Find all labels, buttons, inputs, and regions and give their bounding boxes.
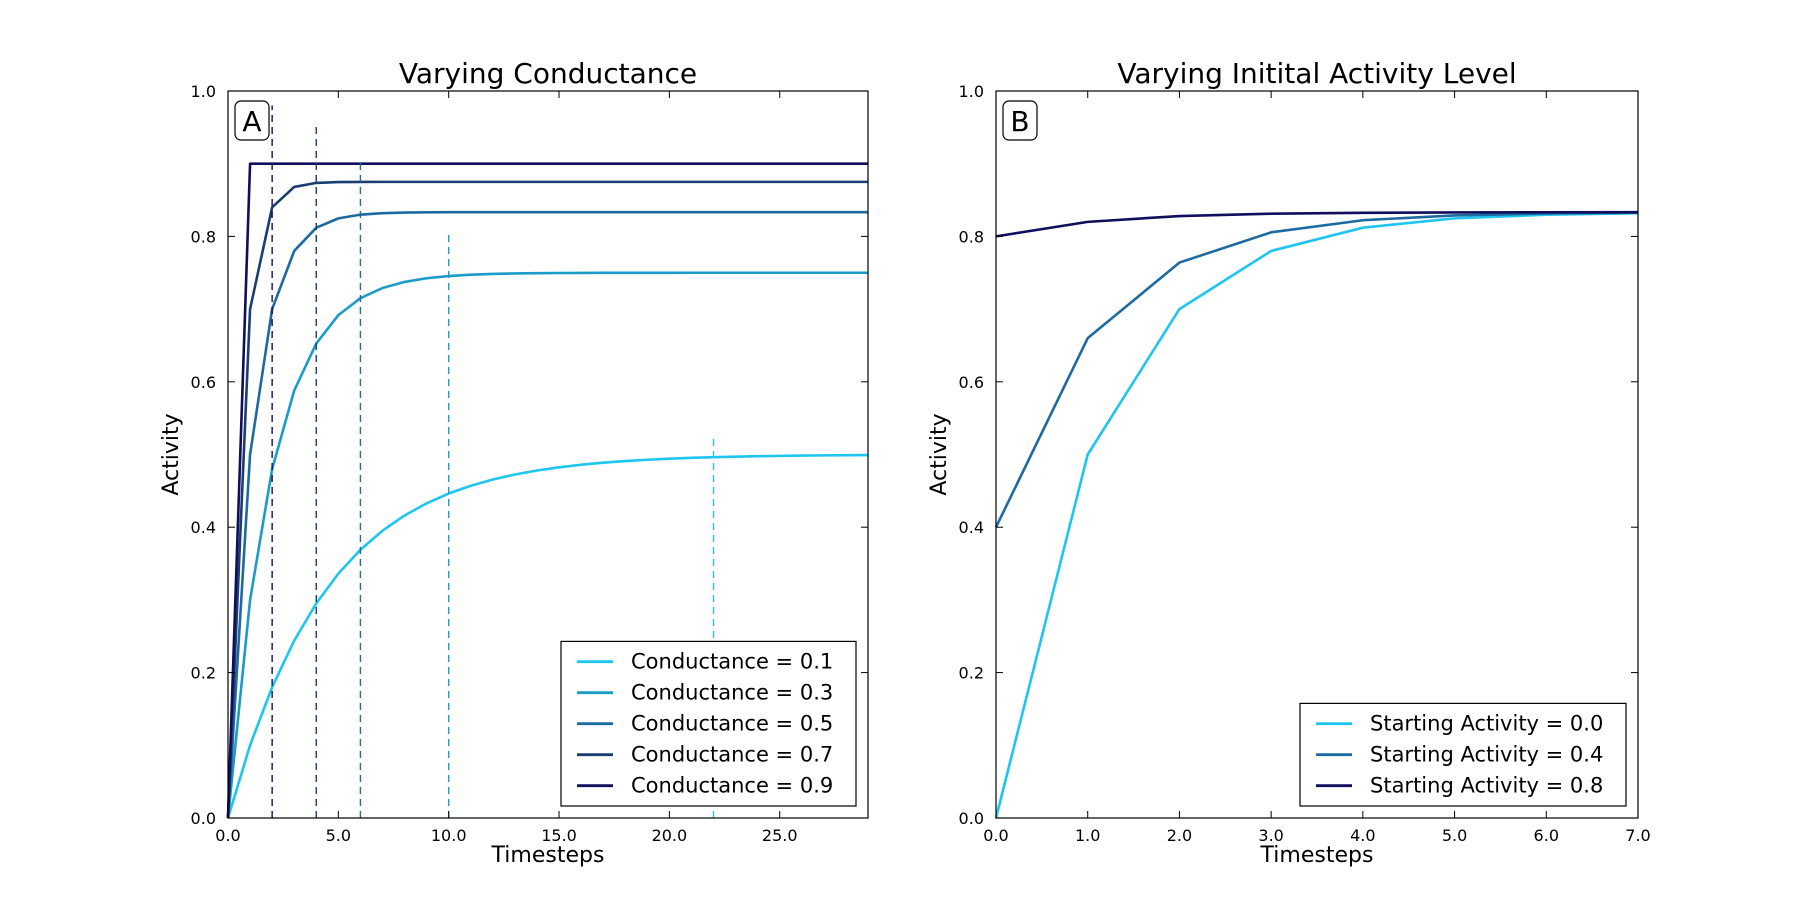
legend-box [1299, 702, 1627, 807]
y-tick-label: 0.4 [959, 518, 984, 537]
y-axis-label: Activity [159, 413, 184, 495]
x-axis-label: Timesteps [491, 843, 605, 868]
x-tick-label: 0.0 [215, 826, 240, 845]
series-line-1 [994, 211, 1639, 528]
panel-label-box [1002, 100, 1038, 141]
panel-label: A [242, 105, 261, 138]
series-line-1 [226, 271, 868, 819]
chart-varying-conductance: 0.0 5.0 10.0 15.0 20.0 25.0 0.0 0.2 0.4 0.6 0.8 1.0… [159, 57, 869, 868]
y-tick-label: 0.6 [959, 373, 984, 392]
x-tick-label: 15.0 [541, 826, 577, 845]
y-tick-label: 0.4 [191, 518, 216, 537]
x-tick-label: 1.0 [1075, 826, 1100, 845]
y-tick-label: 0.2 [191, 664, 216, 683]
x-tick-label: 10.0 [431, 826, 467, 845]
chart-title: Varying Initital Activity Level [1117, 57, 1516, 90]
series-line-2 [995, 210, 1639, 238]
x-tick-label: 6.0 [1534, 826, 1559, 845]
legend-label-1: Conductance = 0.3 [631, 681, 833, 705]
series-line-0 [994, 211, 1639, 819]
chart-title: Varying Conductance [399, 57, 697, 90]
y-tick-label: 1.0 [191, 82, 216, 101]
y-tick-label: 0.2 [959, 664, 984, 683]
x-tick-label: 0.0 [983, 826, 1008, 845]
x-tick-label: 5.0 [326, 826, 351, 845]
legend-label-2: Starting Activity = 0.8 [1370, 774, 1603, 798]
x-axis-label: Timesteps [1260, 843, 1374, 868]
series-line-2 [226, 210, 868, 819]
y-tick-label: 0.0 [191, 809, 216, 828]
axes-frame [995, 90, 1639, 819]
y-tick-label: 0.6 [191, 373, 216, 392]
legend-label-2: Conductance = 0.5 [631, 712, 833, 736]
x-tick-label: 20.0 [652, 826, 688, 845]
y-axis-label: Activity [927, 413, 952, 495]
panel-label: B [1010, 105, 1029, 138]
y-tick-label: 0.8 [959, 227, 984, 246]
legend-label-3: Conductance = 0.7 [631, 743, 833, 767]
legend-label-0: Conductance = 0.1 [631, 650, 833, 674]
series-line-4 [226, 162, 868, 819]
x-tick-label: 2.0 [1167, 826, 1192, 845]
axes-frame [227, 90, 869, 819]
series-line-0 [226, 453, 869, 819]
series-line-3 [226, 180, 868, 819]
legend-label-1: Starting Activity = 0.4 [1370, 743, 1603, 767]
y-tick-label: 0.0 [959, 809, 984, 828]
x-tick-label: 4.0 [1350, 826, 1375, 845]
x-tick-label: 25.0 [762, 826, 798, 845]
y-tick-label: 0.8 [191, 227, 216, 246]
x-tick-label: 7.0 [1625, 826, 1650, 845]
chart-varying-initial-activity: 0.0 1.0 2.0 3.0 4.0 5.0 6.0 7.0 0.0 0.2 0.4 0.6 0.8 1… [927, 57, 1651, 868]
panel-label-box [234, 100, 270, 141]
legend-label-0: Starting Activity = 0.0 [1370, 712, 1603, 736]
x-tick-label: 5.0 [1442, 826, 1467, 845]
legend-label-4: Conductance = 0.9 [631, 774, 833, 798]
y-tick-label: 1.0 [959, 82, 984, 101]
x-tick-label: 3.0 [1258, 826, 1283, 845]
